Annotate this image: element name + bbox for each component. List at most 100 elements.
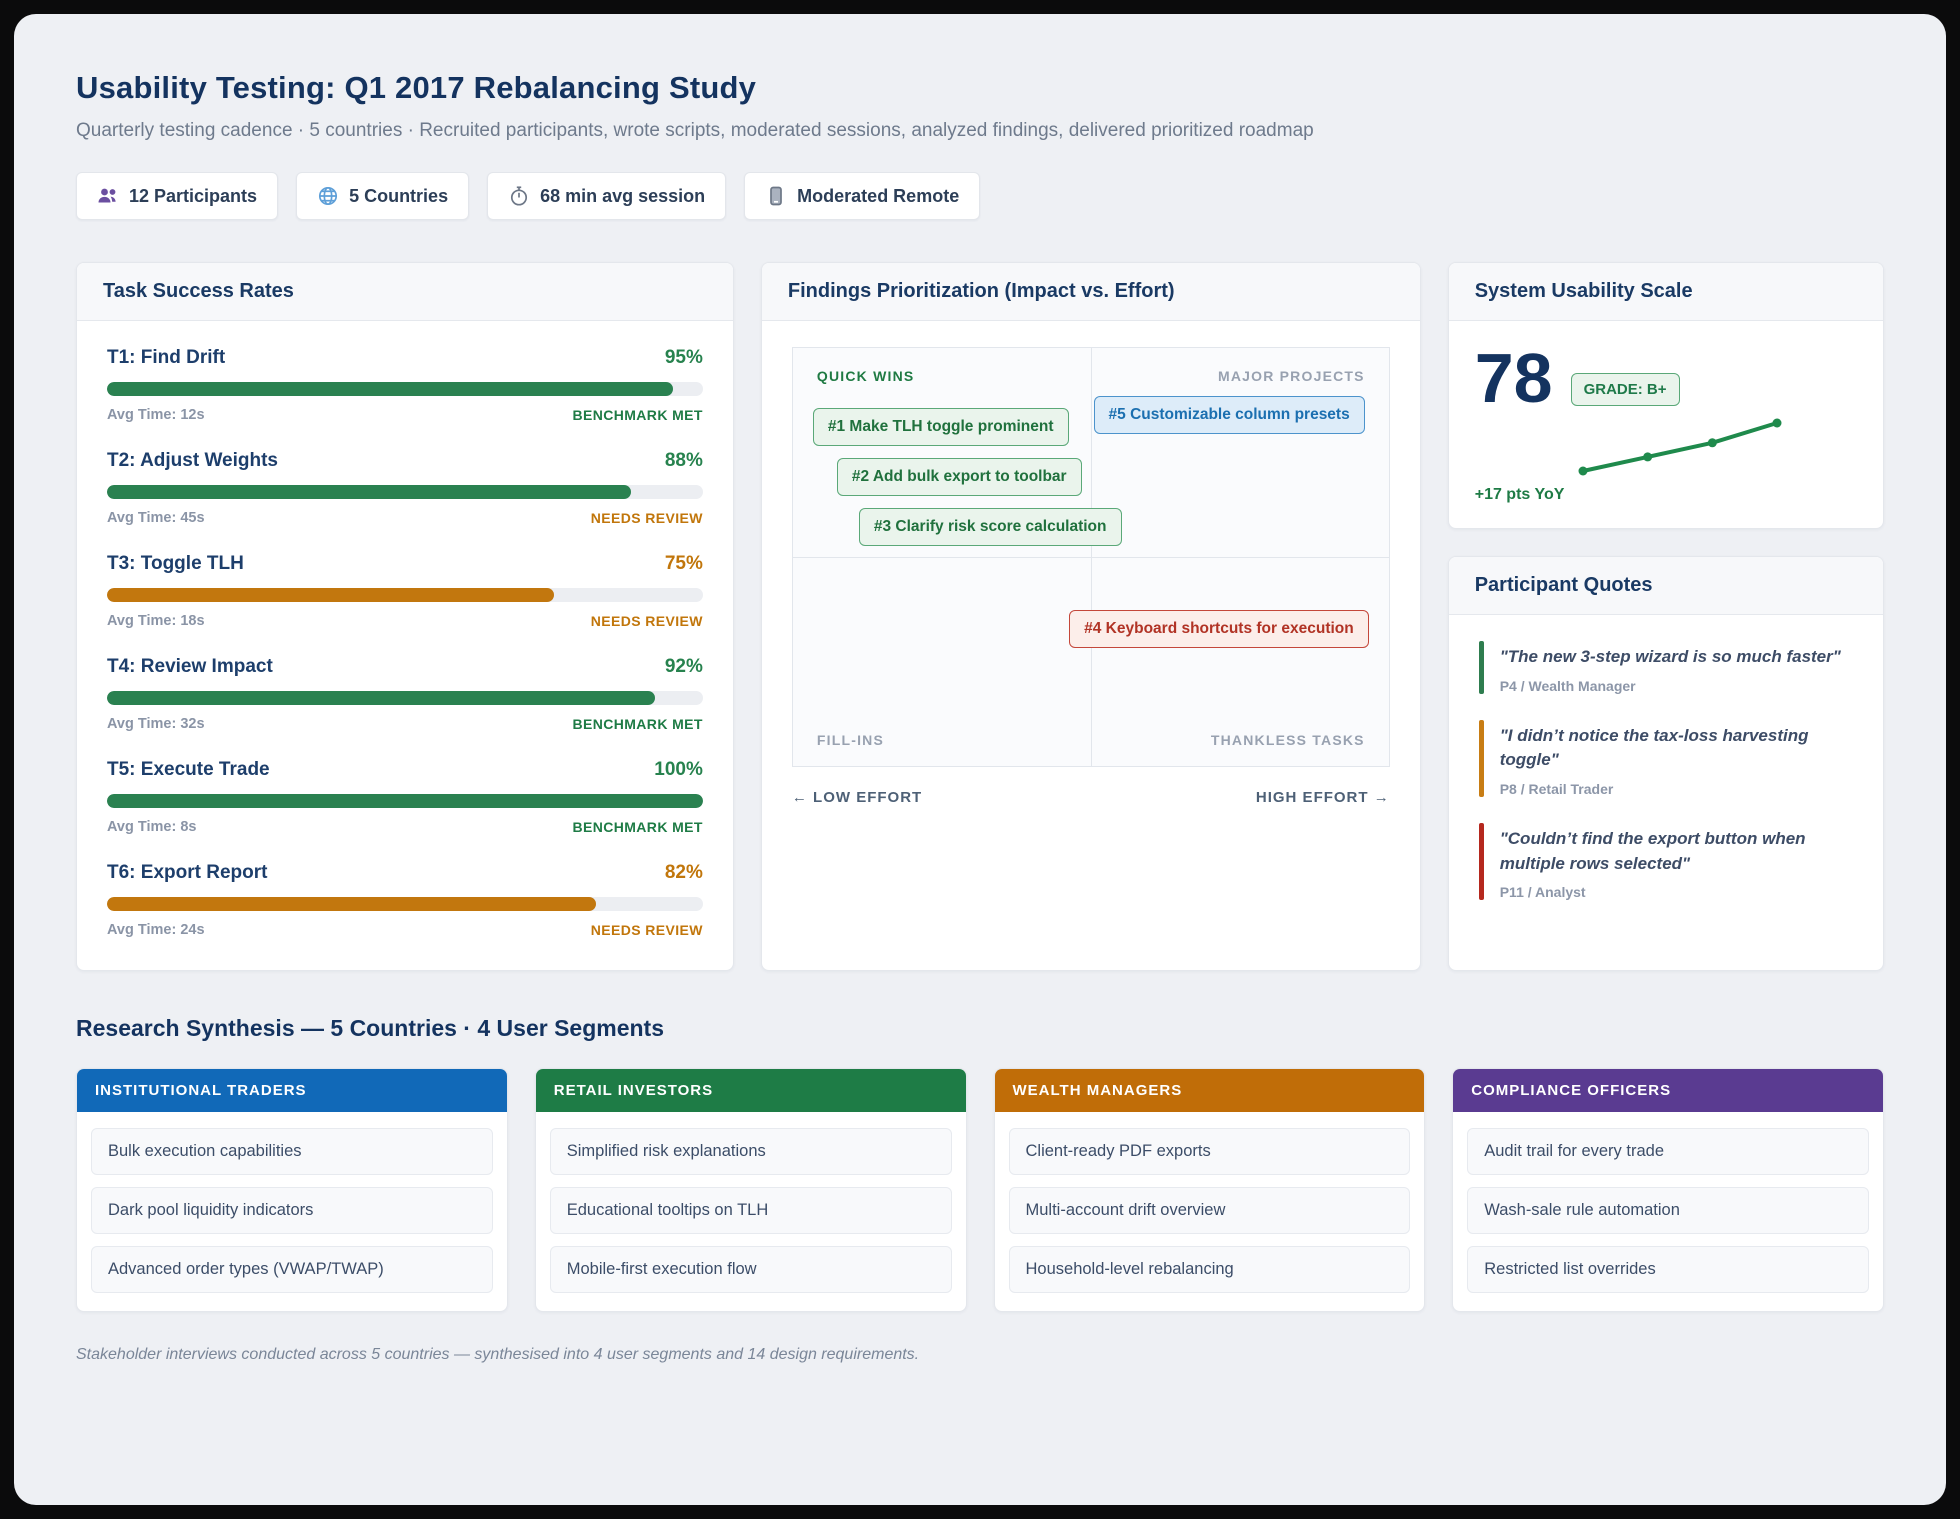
task-status-badge: NEEDS REVIEW <box>590 922 703 938</box>
task-progress-track <box>107 691 703 705</box>
task-row: T5: Execute Trade 100% Avg Time: 8s BENCHM… <box>107 759 703 835</box>
task-percentage: 100% <box>654 759 703 780</box>
task-name: T3: Toggle TLH <box>107 553 244 574</box>
globe-icon <box>317 185 339 207</box>
task-progress-track <box>107 794 703 808</box>
requirement-item: Multi-account drift overview <box>1008 1187 1411 1234</box>
task-progress-track <box>107 382 703 396</box>
requirement-item: Restricted list overrides <box>1467 1246 1869 1293</box>
quote-attribution: P4 / Wealth Manager <box>1499 677 1636 694</box>
task-row: T1: Find Drift 95% Avg Time: 12s BENCHMARK… <box>107 347 703 423</box>
task-percentage: 82% <box>664 862 703 883</box>
task-avg-time: Avg Time: 45s <box>107 510 205 526</box>
requirement-item: Mobile-first execution flow <box>549 1246 952 1293</box>
effort-axis: ← LOW EFFORT HIGH EFFORT → <box>792 789 1390 806</box>
page-title: Usability Testing: Q1 2017 Rebalancing S… <box>76 70 757 105</box>
quadrant-label-fill-ins: FILL-INS <box>816 732 885 748</box>
badge-method: Moderated Remote <box>744 172 981 220</box>
participants-icon <box>97 185 119 207</box>
participant-quote: "The new 3-step wizard is so much faster… <box>1478 641 1853 694</box>
segment-header: RETAIL INVESTORS <box>535 1069 966 1112</box>
task-row: T2: Adjust Weights 88% Avg Time: 45s NEEDS… <box>107 450 703 526</box>
task-success-panel: Task Success Rates T1: Find Drift 95% Avg… <box>76 262 734 971</box>
phone-icon <box>765 185 787 207</box>
synthesis-footnote: Stakeholder interviews conducted across … <box>76 1346 920 1363</box>
requirement-item: Client-ready PDF exports <box>1008 1128 1411 1175</box>
task-name: T4: Review Impact <box>107 656 273 677</box>
findings-panel-title: Findings Prioritization (Impact vs. Effo… <box>761 263 1420 321</box>
finding-chip-4[interactable]: #4 Keyboard shortcuts for execution <box>1069 610 1369 648</box>
task-progress-fill <box>107 588 554 602</box>
sparkline-point <box>1772 418 1782 428</box>
findings-panel-body: QUICK WINS MAJOR PROJECTS FILL-INS THANK… <box>762 321 1420 970</box>
segment-card-retail-investors: RETAIL INVESTORS Simplified risk explana… <box>534 1068 967 1312</box>
dashboard-page: Usability Testing: Q1 2017 Rebalancing S… <box>14 14 1946 1364</box>
sus-panel-body: 78 GRADE: B+ +17 pts YoY <box>1449 321 1883 528</box>
task-percentage: 88% <box>664 450 703 471</box>
quadrant-label-major-projects: MAJOR PROJECTS <box>1218 368 1365 384</box>
finding-chip-5[interactable]: #5 Customizable column presets <box>1093 396 1365 434</box>
requirement-item: Educational tooltips on TLH <box>549 1187 952 1234</box>
task-progress-track <box>107 485 703 499</box>
sus-panel: System Usability Scale 78 GRADE: B+ +17 … <box>1447 262 1884 529</box>
quote-accent-bar <box>1478 822 1484 901</box>
task-row: T3: Toggle TLH 75% Avg Time: 18s NEEDS REV… <box>107 553 703 629</box>
sus-yoy-delta: +17 pts YoY <box>1474 486 1565 503</box>
task-name: T6: Export Report <box>107 862 268 883</box>
sparkline-point <box>1707 438 1717 448</box>
badge-session: 68 min avg session <box>487 172 727 220</box>
page-subtitle: Quarterly testing cadence · 5 countries … <box>76 120 1314 141</box>
quotes-panel-title: Participant Quotes <box>1448 557 1883 615</box>
requirement-item: Simplified risk explanations <box>549 1128 952 1175</box>
task-panel-title: Task Success Rates <box>77 263 733 321</box>
panels-row: Task Success Rates T1: Find Drift 95% Avg… <box>76 262 1884 971</box>
task-status-badge: NEEDS REVIEW <box>590 510 703 526</box>
quote-attribution: P8 / Retail Trader <box>1499 780 1614 797</box>
sparkline-point <box>1642 452 1652 462</box>
sus-grade-badge: GRADE: B+ <box>1570 372 1680 406</box>
quadrant-label-thankless-tasks: THANKLESS TASKS <box>1210 732 1365 748</box>
task-progress-fill <box>107 485 632 499</box>
quadrant-label-quick-wins: QUICK WINS <box>816 368 915 384</box>
participant-quotes-panel: Participant Quotes "The new 3-step wizar… <box>1447 556 1884 971</box>
finding-chip-2[interactable]: #2 Add bulk export to toolbar <box>836 458 1082 496</box>
segment-cards-row: INSTITUTIONAL TRADERS Bulk execution cap… <box>76 1068 1884 1312</box>
badge-countries: 5 Countries <box>296 172 470 220</box>
axis-high-effort-label: HIGH EFFORT → <box>1255 789 1390 806</box>
task-name: T5: Execute Trade <box>107 759 270 780</box>
task-avg-time: Avg Time: 12s <box>107 407 205 423</box>
task-progress-fill <box>107 691 656 705</box>
task-percentage: 92% <box>664 656 703 677</box>
task-avg-time: Avg Time: 24s <box>107 922 205 938</box>
requirement-item: Wash-sale rule automation <box>1467 1187 1869 1234</box>
app-frame: Usability Testing: Q1 2017 Rebalancing S… <box>14 14 1946 1505</box>
right-column: System Usability Scale 78 GRADE: B+ +17 … <box>1447 262 1884 971</box>
participant-quote: "I didn’t notice the tax-loss harvesting… <box>1478 719 1853 797</box>
finding-chip-1[interactable]: #1 Make TLH toggle prominent <box>812 408 1069 446</box>
requirement-item: Bulk execution capabilities <box>91 1128 493 1175</box>
sus-panel-title: System Usability Scale <box>1448 263 1883 321</box>
requirement-item: Household-level rebalancing <box>1008 1246 1411 1293</box>
task-avg-time: Avg Time: 8s <box>107 819 197 835</box>
sus-score: 78 <box>1474 339 1553 417</box>
synthesis-heading: Research Synthesis — 5 Countries · 4 Use… <box>76 1015 664 1041</box>
quote-accent-bar <box>1478 641 1484 694</box>
requirement-item: Dark pool liquidity indicators <box>91 1187 493 1234</box>
segment-card-institutional-traders: INSTITUTIONAL TRADERS Bulk execution cap… <box>76 1068 508 1312</box>
badge-label: 5 Countries <box>349 185 449 206</box>
task-percentage: 95% <box>664 347 703 368</box>
task-name: T2: Adjust Weights <box>107 450 278 471</box>
stopwatch-icon <box>508 185 530 207</box>
finding-chip-3[interactable]: #3 Clarify risk score calculation <box>858 508 1122 546</box>
quote-accent-bar <box>1478 719 1484 797</box>
badge-label: 68 min avg session <box>540 185 706 206</box>
quote-text: "Couldn’t find the export button when mu… <box>1499 828 1806 873</box>
task-row: T6: Export Report 82% Avg Time: 24s NEEDS … <box>107 862 703 938</box>
task-progress-fill <box>107 382 674 396</box>
quote-text: "I didn’t notice the tax-loss harvesting… <box>1499 725 1809 770</box>
requirement-item: Audit trail for every trade <box>1467 1128 1869 1175</box>
task-avg-time: Avg Time: 32s <box>107 716 205 732</box>
task-progress-fill <box>107 897 596 911</box>
task-percentage: 75% <box>664 553 703 574</box>
segment-header: INSTITUTIONAL TRADERS <box>77 1069 507 1112</box>
